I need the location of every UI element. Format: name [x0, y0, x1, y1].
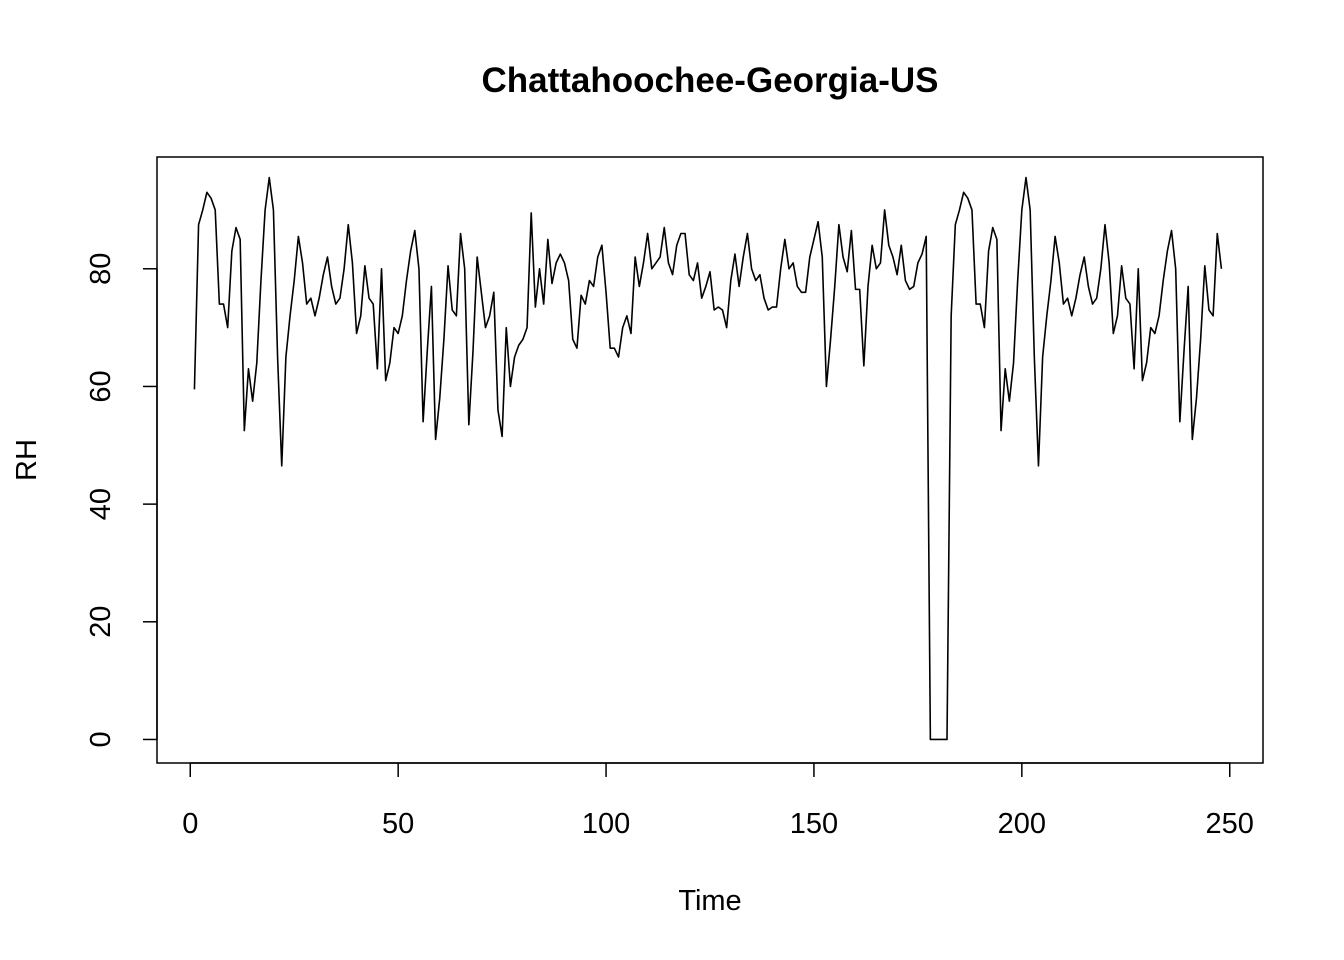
y-tick-label: 40: [85, 488, 117, 520]
x-tick-label: 0: [182, 808, 198, 840]
x-axis: 0 50 100 150 200 250: [182, 762, 1254, 840]
x-tick-label: 200: [998, 808, 1046, 840]
series-line: [193, 176, 1223, 741]
y-axis: 0 20 40 60 80: [85, 253, 158, 748]
y-tick-label: 20: [85, 606, 117, 638]
x-tick-label: 250: [1206, 808, 1254, 840]
x-axis-label: Time: [678, 885, 741, 917]
y-tick-label: 80: [85, 253, 117, 285]
x-tick-label: 100: [582, 808, 630, 840]
x-tick-label: 50: [382, 808, 414, 840]
y-axis-label: RH: [11, 439, 43, 481]
x-tick-label: 150: [790, 808, 838, 840]
y-tick-label: 60: [85, 370, 117, 402]
chart-title: Chattahoochee-Georgia-US: [482, 61, 939, 100]
y-tick-label: 0: [85, 731, 117, 747]
series-layer: [193, 176, 1223, 741]
plot-area: [156, 156, 1264, 764]
